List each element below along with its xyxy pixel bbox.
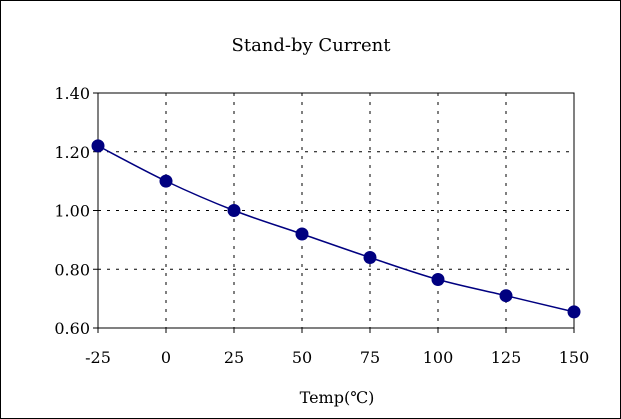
data-point — [159, 174, 173, 188]
data-point — [363, 251, 377, 264]
x-tick-label: -25 — [85, 348, 111, 367]
y-tick-label: 1.00 — [54, 202, 90, 221]
x-tick-label: 50 — [292, 348, 312, 367]
y-tick-label: 0.80 — [54, 260, 90, 279]
data-point — [499, 289, 513, 303]
x-tick-label: 125 — [491, 348, 522, 367]
y-tick-label: 0.60 — [54, 319, 90, 338]
x-tick-label: 25 — [224, 348, 244, 367]
x-tick-label: 0 — [161, 348, 171, 367]
series-line — [97, 145, 575, 313]
chart-title: Stand-by Current — [232, 35, 392, 56]
data-point — [227, 204, 241, 217]
series-layer — [91, 139, 581, 319]
x-axis-label: Temp(℃) — [300, 388, 375, 407]
x-tick-label: 150 — [559, 348, 590, 367]
y-tick-label: 1.20 — [54, 143, 90, 162]
data-point — [295, 227, 309, 241]
y-axis-ticks: 0.60 0.80 1.00 1.20 1.40 — [54, 84, 98, 338]
data-point — [431, 273, 445, 287]
x-tick-label: 100 — [423, 348, 454, 367]
data-point — [567, 305, 581, 319]
y-tick-label: 1.40 — [54, 84, 90, 103]
x-tick-label: 75 — [360, 348, 380, 367]
data-point — [91, 139, 105, 153]
x-axis-ticks: -25 0 25 50 75 100 125 150 — [85, 328, 589, 367]
